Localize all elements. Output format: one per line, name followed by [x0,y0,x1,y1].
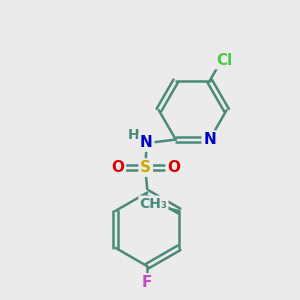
Text: O: O [167,160,180,175]
Text: N: N [140,135,153,150]
Text: N: N [203,132,216,147]
Text: F: F [142,275,152,290]
Text: S: S [140,160,151,175]
Text: CH₃: CH₃ [140,196,167,211]
Text: H: H [127,128,139,142]
Text: O: O [111,160,124,175]
Text: Cl: Cl [216,52,232,68]
